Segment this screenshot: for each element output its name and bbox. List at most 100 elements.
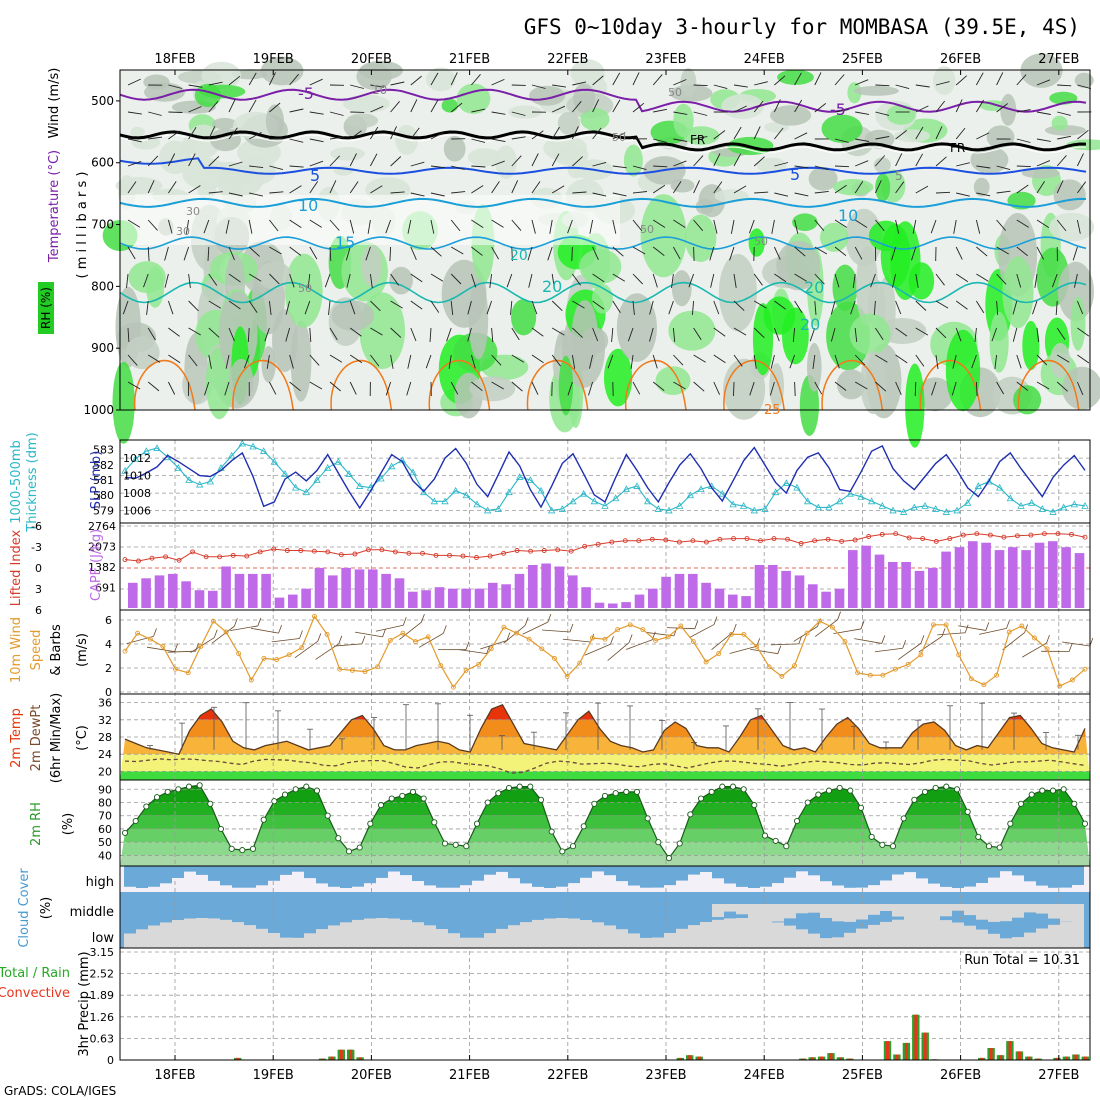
upper-wind-barb [289,138,304,143]
cape-bar [661,576,671,608]
upper-wind-barb [309,78,323,86]
surface-wind-barb-flag [732,623,737,633]
li-point [798,541,804,546]
upper-wind-barb [249,165,264,169]
precip-convective-bar [820,1056,824,1060]
upper-wind-barb [874,180,882,194]
cape-bar [1048,541,1058,608]
upper-wind-barb [834,246,847,257]
upper-wind-barb [774,300,786,310]
precip-convective-bar [1008,1041,1012,1060]
cape-bar [648,588,658,608]
surface-wind-barb [334,643,362,647]
li-tick-label: -3 [31,541,42,554]
upper-wind-barb [309,354,320,366]
upper-wind-barb [164,246,169,261]
cloud-high-bar [844,866,856,888]
upper-wind-barb [410,327,417,342]
upper-wind-barb [531,130,544,140]
upper-wind-barb [167,219,173,234]
thickness-point [345,470,353,477]
precip-tick-label: 1.89 [90,989,115,1002]
cloud-low-bar [964,925,976,948]
upper-wind-barb [673,354,684,366]
upper-wind-barb [531,381,539,395]
upper-wind-barb [956,192,970,197]
cloud-high-bar [448,866,460,888]
upper-wind-barb [895,381,902,395]
upper-wind-barb [753,126,761,140]
upper-wind-barb [976,132,990,140]
cape-axis-label: CAPE (J/kg) [89,529,104,601]
cape-bar [434,587,445,608]
upper-temp-axis-label: Temperature (°C) [47,150,62,263]
rh-shade-cell [616,293,658,362]
li-point [812,538,818,544]
temp-line [124,703,1086,755]
rh-point [548,828,555,835]
rh-point [900,815,907,822]
rh-point [569,843,577,850]
upper-wind-barb [850,300,856,315]
isotherm-25 [526,359,589,411]
precip-tick-label: 2.52 [90,968,115,981]
date-label-bottom: 21FEB [449,1068,490,1083]
rh-point [591,800,598,807]
upper-wind-barb [531,219,536,234]
surface-wind-barb-flag [382,628,386,638]
cloud-low-bar [1048,924,1060,948]
surface-wind-barb-flag [195,643,199,652]
upper-wind-barb [632,191,647,194]
wind-speed-point [210,618,216,624]
upper-wind-barb [693,155,704,167]
cape-bar [1008,547,1018,608]
upper-wind-barb [1077,181,1087,194]
rh-shade-cell [558,355,574,416]
rh-point [836,784,843,791]
cape-bar [608,603,618,608]
upper-wind-barb [370,327,383,336]
upper-wind-barb [976,300,985,314]
li-point [501,550,507,556]
upper-wind-barb [127,181,137,194]
upper-wind-barb [713,84,728,90]
date-label-bottom: 25FEB [842,1068,883,1083]
cape-bar [421,590,431,608]
upper-wind-barb [208,273,218,286]
thickness-point [409,468,417,476]
upper-wind-barb [632,219,643,232]
upper-wind-barb [875,327,884,340]
upper-wind-barb [994,354,998,369]
surface-wind-barb [146,646,175,653]
cape-bar [328,575,338,608]
upper-wind-barb [269,165,284,171]
precip-convective-label: Convective [0,986,70,1001]
thickness-point [1070,500,1079,508]
cloud-low-bar [544,918,556,948]
thickness-point [579,489,588,497]
cloud-low-bar [736,918,748,948]
surface-wind-barb-flag [569,623,574,633]
rh-point [420,795,427,802]
upper-wind-barb [430,165,445,169]
isotherm-freezing-inner [119,134,1086,154]
surface-wind-barb [167,650,196,653]
upper-wind-barb [243,354,250,369]
li-point [744,536,750,542]
contour-label: 20 [542,277,562,296]
upper-wind-barb [329,327,338,341]
upper-wind-barb [794,300,803,314]
rh-point [772,837,779,844]
cloud-low-bar [700,922,712,948]
upper-wind-barb [551,300,563,312]
cloud-low-bar [580,920,592,948]
wind-speed-point [413,639,418,645]
rh-tick-label: 80 [98,796,112,809]
upper-wind-barb [289,108,304,113]
precip-convective-bar [678,1057,682,1060]
precip-convective-bar [1055,1057,1059,1060]
surface-wind-barb [315,643,340,660]
pressure-axis-label: ( m i l l i b a r s ) [75,172,90,279]
rh-shade-cell [832,179,874,196]
surface-wind-barb-flag [628,634,633,643]
